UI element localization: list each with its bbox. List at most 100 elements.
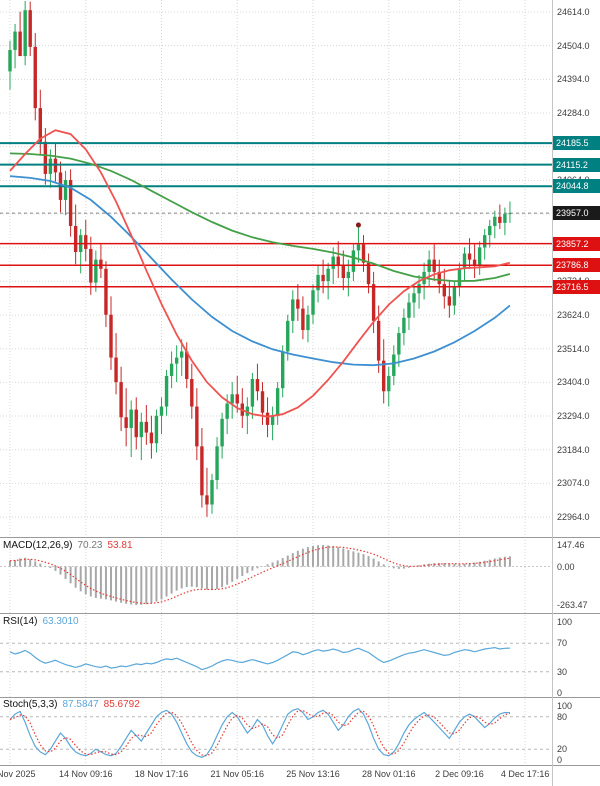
macd-signal-line xyxy=(9,546,510,605)
candle-body xyxy=(301,308,305,331)
candle-body xyxy=(68,180,73,226)
time-axis-label: 18 Nov 17:16 xyxy=(134,769,189,779)
candle-body xyxy=(18,31,22,57)
candle-body xyxy=(341,265,345,279)
candle-body xyxy=(366,262,371,285)
time-axis-label: 2 Dec 09:16 xyxy=(435,769,484,779)
candle-body xyxy=(291,299,295,321)
candle-body xyxy=(124,417,128,428)
candle-body xyxy=(412,293,416,303)
price-axis-label: 24504.0 xyxy=(557,40,590,51)
candle-body xyxy=(164,375,169,407)
candle-body xyxy=(245,406,250,416)
candle-body xyxy=(447,296,452,306)
candle-body xyxy=(144,421,149,433)
candle-body xyxy=(351,250,356,272)
ma-fast-red xyxy=(9,129,511,418)
time-axis-label: 21 Nov 05:16 xyxy=(210,769,265,779)
ma-medium-blue xyxy=(9,175,511,367)
candle-body xyxy=(503,213,507,223)
rsi-line xyxy=(9,646,510,671)
support-level-badge[interactable]: 23716.5 xyxy=(553,279,600,294)
candle-body xyxy=(180,351,184,358)
candle-body xyxy=(376,320,381,361)
candle-body xyxy=(397,333,401,355)
candle-body xyxy=(382,360,386,392)
candle-body xyxy=(73,225,78,252)
candle-body xyxy=(149,432,154,444)
candle-body xyxy=(462,253,467,269)
candle-body xyxy=(296,299,300,309)
candle-body xyxy=(154,415,159,444)
price-axis-label: 24284.0 xyxy=(557,108,590,118)
rsi-axis-label: 0 xyxy=(557,688,563,698)
macd-value-main: 70.23 xyxy=(77,540,103,551)
candle-body xyxy=(48,158,53,174)
candle-body xyxy=(281,351,285,389)
trade-marker-dot[interactable] xyxy=(355,222,361,228)
candle-body xyxy=(336,256,340,266)
candle-body xyxy=(508,213,512,215)
candle-body xyxy=(417,284,421,294)
candle-body xyxy=(260,391,265,413)
candle-body xyxy=(442,284,446,297)
time-axis-label: 14 Nov 09:16 xyxy=(58,769,113,779)
support-level-badge[interactable]: 23857.2 xyxy=(553,236,600,251)
candle-body xyxy=(488,225,492,236)
candle-body xyxy=(356,244,361,251)
candle-body xyxy=(38,108,42,142)
candle-body xyxy=(230,394,234,404)
rsi-indicator-label: RSI(14) 63.3010 xyxy=(3,616,84,627)
candle-body xyxy=(94,259,98,283)
candle-body xyxy=(255,379,260,392)
candle-body xyxy=(13,31,17,50)
support-level-badge[interactable]: 23786.8 xyxy=(553,258,600,273)
candle-body xyxy=(23,10,27,57)
time-axis-label: 12 Nov 2025 xyxy=(0,769,36,779)
stoch-k-line xyxy=(9,707,510,758)
candle-body xyxy=(205,495,209,505)
candle-body xyxy=(402,317,406,334)
resistance-level-badge[interactable]: 24115.2 xyxy=(553,157,600,172)
candle-body xyxy=(326,268,330,282)
stoch-value-d: 85.6792 xyxy=(103,699,140,710)
candle-body xyxy=(200,446,204,496)
macd-name: MACD(12,26,9) xyxy=(3,540,73,551)
candle-body xyxy=(220,418,224,447)
candle-body xyxy=(270,415,275,425)
candle-body xyxy=(392,354,396,376)
candle-body xyxy=(493,216,497,226)
time-axis-label: 25 Nov 13:16 xyxy=(286,769,340,779)
price-axis-label: 23624.0 xyxy=(557,310,590,321)
resistance-level-badge[interactable]: 24185.5 xyxy=(553,136,600,151)
rsi-axis-label: 100 xyxy=(557,617,573,627)
candle-body xyxy=(210,480,214,505)
resistance-level-badge[interactable]: 24044.8 xyxy=(553,179,600,194)
macd-value-signal: 53.81 xyxy=(107,540,133,551)
ma-slow-green xyxy=(9,152,511,283)
candle-body xyxy=(467,253,472,260)
stoch-axis-label: 100 xyxy=(557,701,573,711)
candle-body xyxy=(169,363,174,376)
candle-body xyxy=(477,247,482,266)
candle-body xyxy=(139,421,143,438)
macd-axis-label: -263.47 xyxy=(557,600,588,610)
rsi-axis-label: 30 xyxy=(557,666,568,677)
candle-body xyxy=(331,256,335,269)
price-axis-label: 23404.0 xyxy=(557,377,590,388)
candles[interactable] xyxy=(8,0,512,517)
candle-body xyxy=(63,180,68,200)
price-axis-label: 23514.0 xyxy=(557,343,590,354)
candle-body xyxy=(250,379,255,407)
candle-body xyxy=(134,409,138,438)
price-axis-label: 23184.0 xyxy=(557,444,590,455)
candle-body xyxy=(316,274,320,291)
time-axis-label: 4 Dec 17:16 xyxy=(500,769,550,779)
macd-histogram xyxy=(9,545,511,605)
candle-body xyxy=(33,46,37,109)
candle-body xyxy=(346,271,351,279)
candle-body xyxy=(119,382,123,418)
price-axis-label: 22964.0 xyxy=(557,512,590,523)
stoch-value-k: 87.5847 xyxy=(62,699,99,710)
